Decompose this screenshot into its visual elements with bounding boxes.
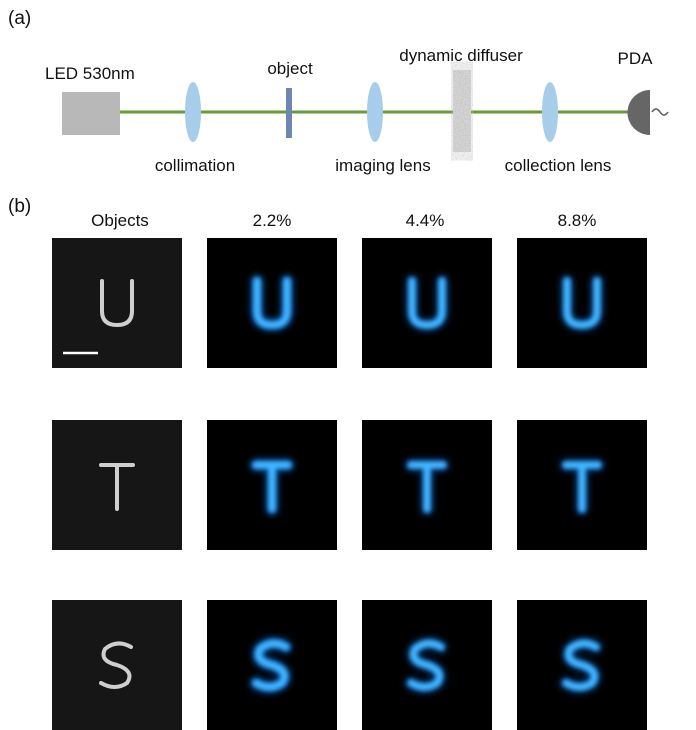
panel-label: (a) [8,8,31,29]
column-header: 2.2% [253,211,292,230]
component-label: dynamic diffuser [399,46,523,65]
component-label: object [267,59,313,78]
lens [542,82,558,142]
component-label: collection lens [505,156,612,175]
column-header: 4.4% [406,211,445,230]
component-label: imaging lens [335,156,430,175]
column-header: 8.8% [558,211,597,230]
component-label: collimation [155,156,235,175]
detector [627,90,650,135]
lens [367,82,383,142]
column-header: Objects [91,211,149,230]
panel-label: (b) [8,196,31,217]
image-tile [517,238,647,368]
component-label: LED 530nm [45,64,135,83]
led [62,92,120,135]
diffuser-texture [453,70,471,152]
detector-wire [651,108,669,116]
lens [185,82,201,142]
image-grid [52,238,647,730]
object [286,88,292,138]
image-tile [52,238,182,368]
image-tile [207,238,337,368]
component-label: PDA [618,49,654,68]
image-tile [362,238,492,368]
